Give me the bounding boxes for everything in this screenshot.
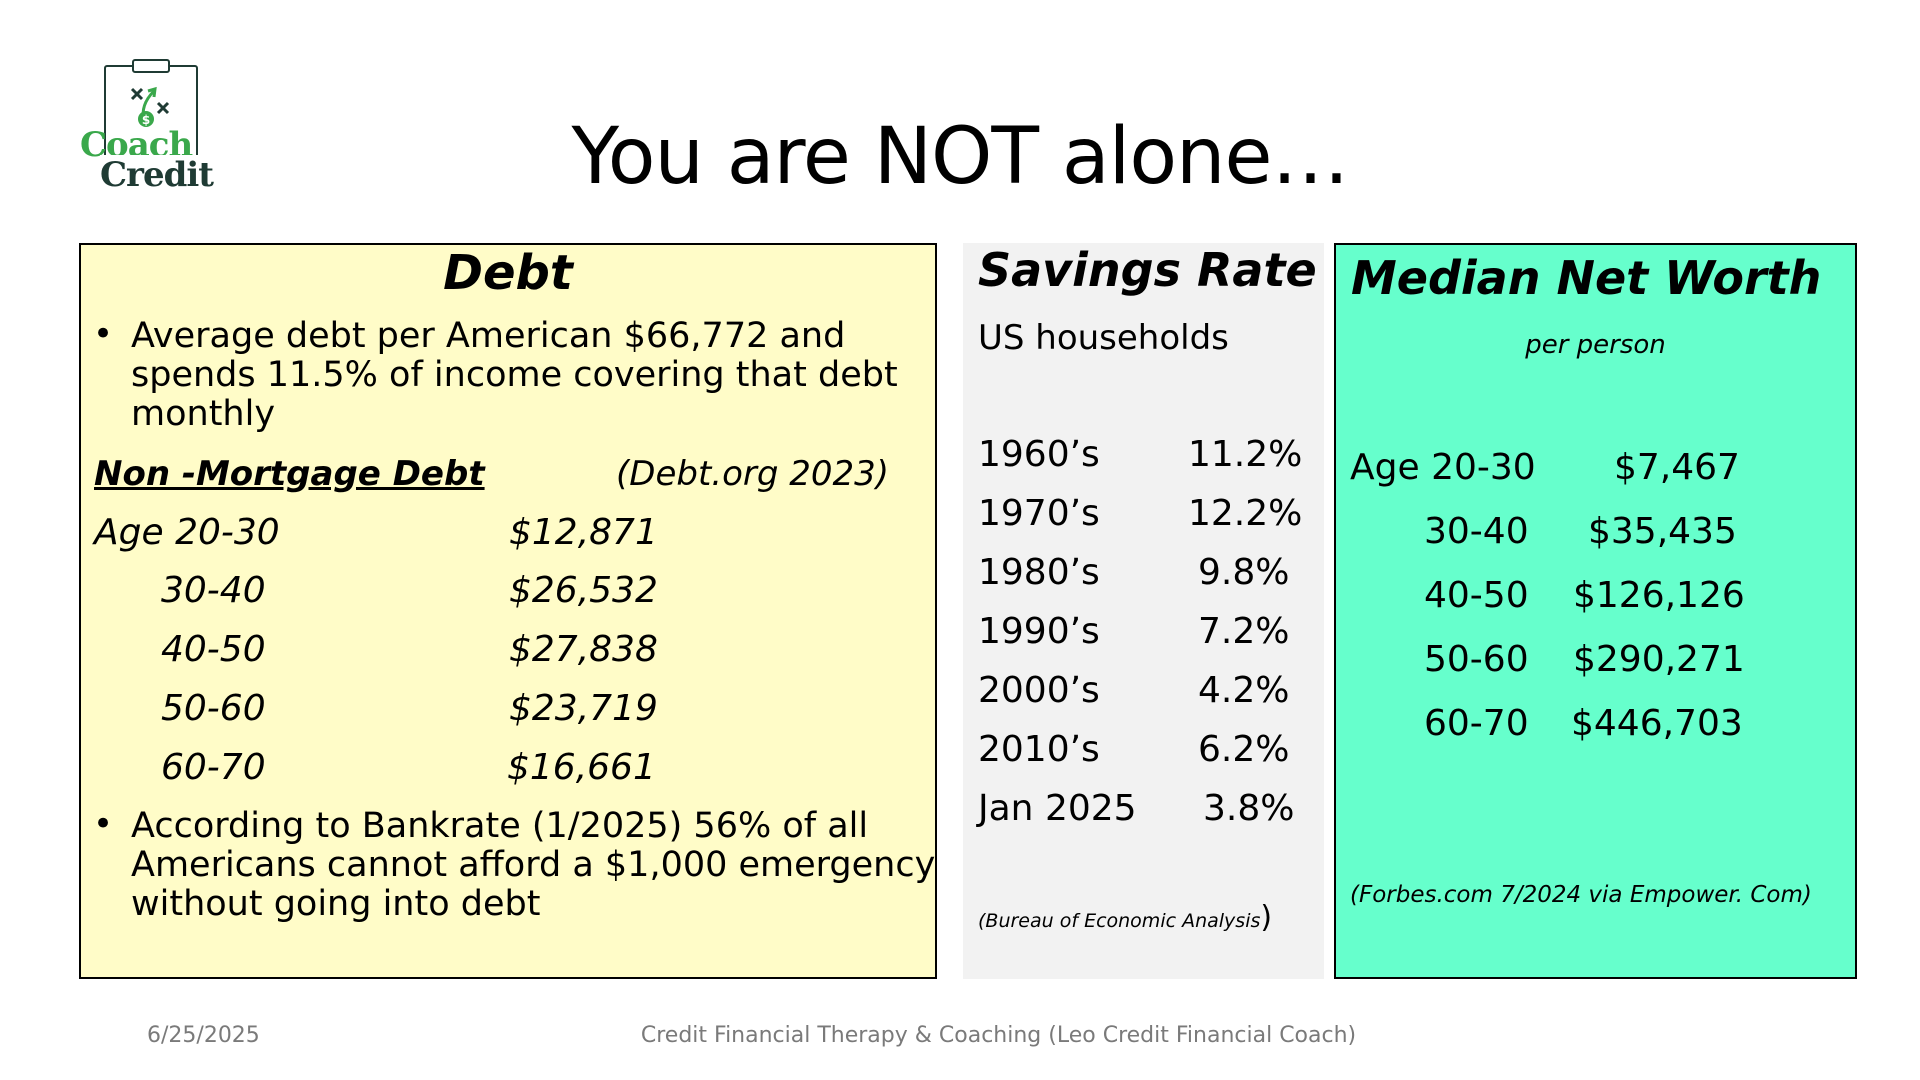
networth-age-label: 30-40: [1424, 511, 1529, 552]
savings-period: Jan 2025: [978, 788, 1137, 829]
savings-period: 1990’s: [978, 611, 1100, 652]
networth-age-label: 50-60: [1424, 639, 1529, 680]
savings-period: 1960’s: [978, 434, 1100, 475]
debt-amount: $27,838: [509, 629, 658, 670]
bullet-line: Americans cannot afford a $1,000 emergen…: [131, 845, 936, 885]
median-net-worth-panel: Median Net Worth per person Age 20-30 $7…: [1334, 243, 1857, 979]
footer-text: Credit Financial Therapy & Coaching (Leo…: [640, 1023, 1357, 1048]
clipboard-clip-icon: [132, 59, 170, 73]
debt-age-label: 60-70: [161, 747, 266, 788]
savings-rate: 4.2%: [1198, 670, 1290, 711]
savings-rate: 9.8%: [1198, 552, 1290, 593]
networth-amount: $290,271: [1573, 639, 1745, 680]
networth-amount: $7,467: [1614, 447, 1740, 488]
debt-amount: $12,871: [509, 512, 658, 553]
networth-heading: Median Net Worth: [1351, 251, 1822, 305]
debt-amount: $16,661: [507, 747, 656, 788]
debt-age-label: Age 20-30: [94, 512, 280, 553]
debt-source: (Debt.org 2023): [616, 454, 890, 494]
slide-title: You are NOT alone…: [571, 112, 1350, 202]
bullet-line: According to Bankrate (1/2025) 56% of al…: [131, 806, 869, 846]
coach-credit-logo: $ Coach Credit: [80, 55, 230, 200]
networth-amount: $446,703: [1571, 703, 1743, 744]
debt-amount: $26,532: [509, 570, 658, 611]
savings-rate: 7.2%: [1198, 611, 1290, 652]
savings-rate: 12.2%: [1188, 493, 1303, 534]
networth-age-label: Age 20-30: [1350, 447, 1536, 488]
savings-heading: Savings Rate: [978, 243, 1317, 297]
bullet-dot: •: [93, 804, 114, 844]
savings-period: 2000’s: [978, 670, 1100, 711]
networth-subheading: per person: [1525, 330, 1666, 360]
savings-subheading: US households: [978, 318, 1229, 358]
debt-panel: Debt • Average debt per American $66,772…: [79, 243, 937, 979]
debt-age-label: 50-60: [161, 688, 266, 729]
networth-source: (Forbes.com 7/2024 via Empower. Com): [1350, 882, 1812, 908]
networth-amount: $126,126: [1573, 575, 1745, 616]
non-mortgage-debt-heading: Non -Mortgage Debt: [94, 454, 485, 494]
networth-amount: $35,435: [1588, 511, 1737, 552]
savings-rate-panel: Savings Rate US households 1960’s 11.2% …: [963, 243, 1324, 979]
debt-amount: $23,719: [509, 688, 658, 729]
savings-rate: 6.2%: [1198, 729, 1290, 770]
playbook-icon: $: [130, 86, 170, 127]
savings-period: 1970’s: [978, 493, 1100, 534]
savings-source-close: ): [1260, 900, 1273, 935]
logo-word-credit: Credit: [100, 155, 214, 195]
footer-date: 6/25/2025: [147, 1023, 260, 1048]
debt-age-label: 40-50: [161, 629, 266, 670]
savings-source-text: (Bureau of Economic Analysis: [978, 910, 1261, 932]
debt-age-label: 30-40: [161, 570, 266, 611]
debt-heading: Debt: [443, 245, 573, 301]
bullet-line: monthly: [131, 394, 276, 434]
networth-age-label: 40-50: [1424, 575, 1529, 616]
savings-source: (Bureau of Economic Analysis): [978, 900, 1272, 935]
savings-rate: 11.2%: [1188, 434, 1303, 475]
bullet-line: without going into debt: [131, 884, 541, 924]
bullet-line: spends 11.5% of income covering that deb…: [131, 355, 898, 395]
savings-rate: 3.8%: [1203, 788, 1295, 829]
bullet-dot: •: [93, 314, 114, 354]
svg-text:$: $: [142, 113, 150, 127]
networth-age-label: 60-70: [1424, 703, 1529, 744]
savings-period: 2010’s: [978, 729, 1100, 770]
bullet-line: Average debt per American $66,772 and: [131, 316, 846, 356]
savings-period: 1980’s: [978, 552, 1100, 593]
